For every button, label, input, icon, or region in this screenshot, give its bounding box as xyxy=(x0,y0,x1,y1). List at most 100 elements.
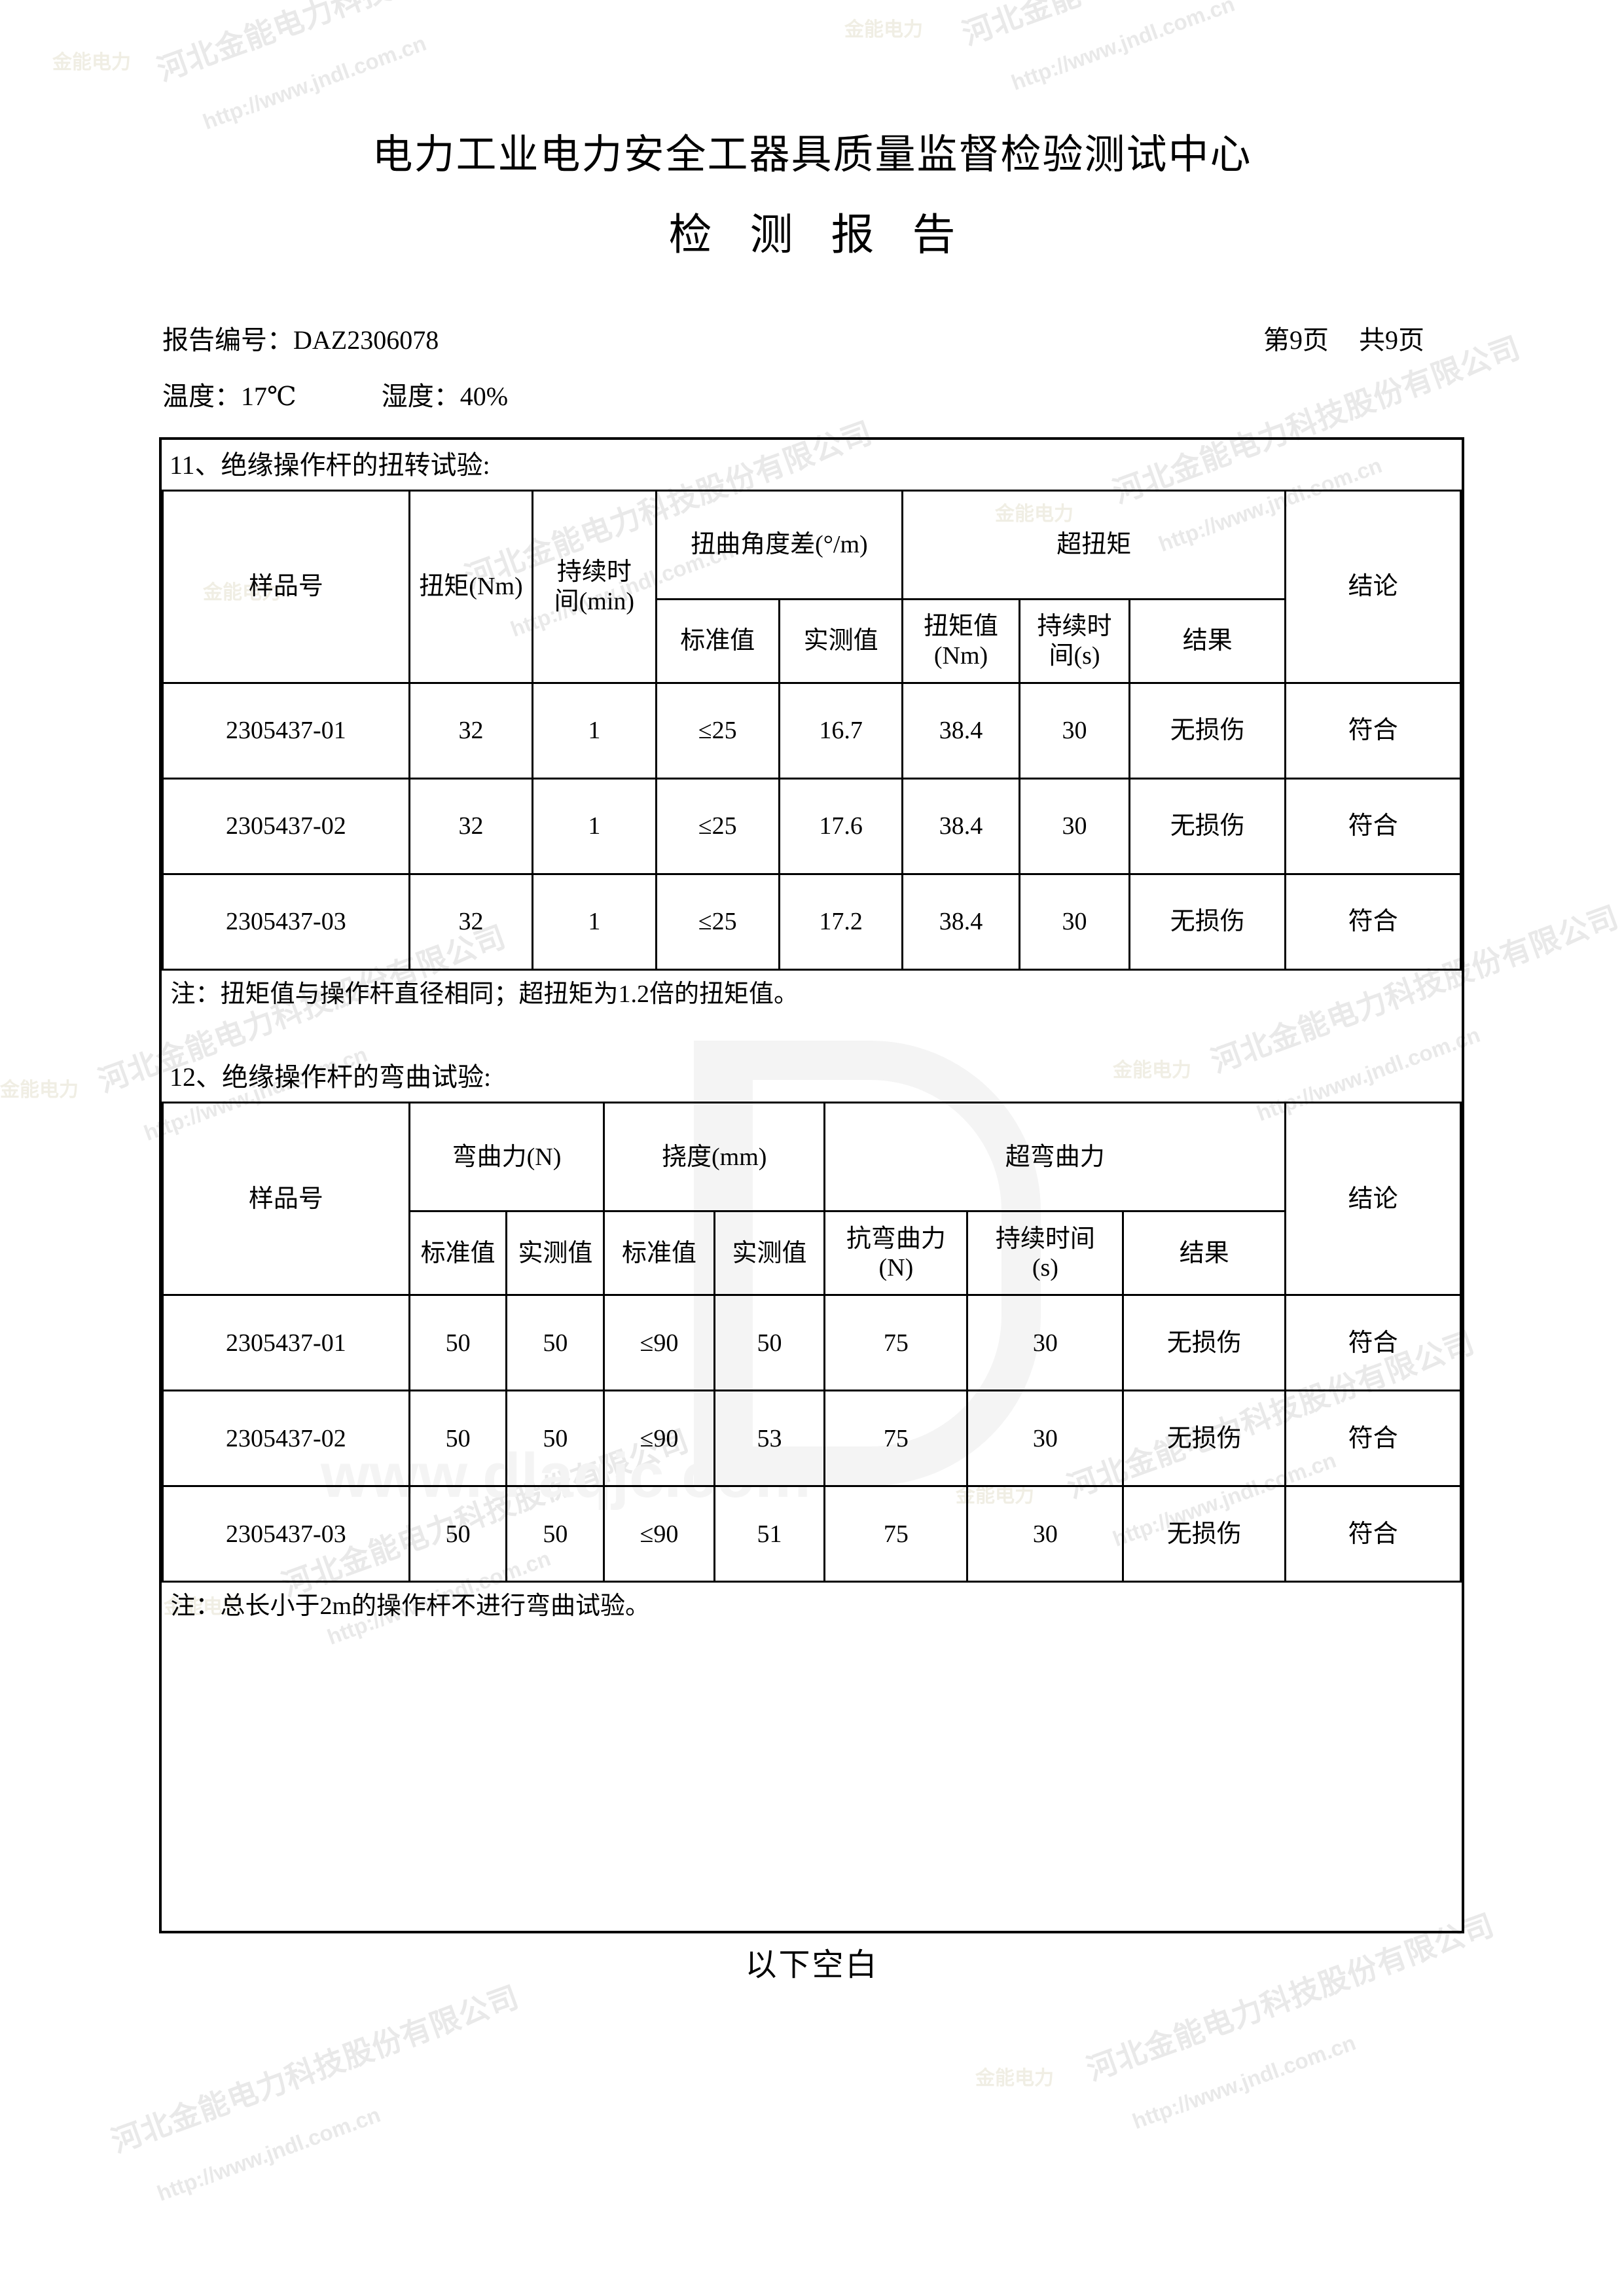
report-number: 报告编号：DAZ2306078 xyxy=(162,319,439,357)
page-title: 电力工业电力安全工器具质量监督检验测试中心 xyxy=(372,133,1252,177)
col-duration: 持续时 间(min) xyxy=(532,490,657,684)
cell-standard-value: ≤25 xyxy=(655,682,780,780)
cell-result: 无损伤 xyxy=(1122,1294,1287,1392)
cell-deflection-standard: ≤90 xyxy=(603,1390,715,1488)
cell-standard-value: ≤25 xyxy=(655,873,780,971)
table-row: 2305437-01 32 1 ≤25 16.7 38.4 30 无损伤 符合 xyxy=(162,682,1462,780)
cell-measured-value: 16.7 xyxy=(778,682,904,780)
humidity-value: 40% xyxy=(460,382,509,411)
humidity-label: 湿度： xyxy=(381,382,460,411)
section-11-table-wrap: 样品号 扭矩(Nm) 持续时 间(min) 扭曲角度差(°/m) 超扭矩 结论 标… xyxy=(162,490,1462,1016)
table-row: 2305437-03 50 50 ≤90 51 75 30 无损伤 符合 xyxy=(162,1485,1462,1583)
cell-result: 无损伤 xyxy=(1122,1485,1287,1583)
table-row: 2305437-01 50 50 ≤90 50 75 30 无损伤 符合 xyxy=(162,1294,1462,1392)
cell-torque: 32 xyxy=(408,873,534,971)
table-header-row: 样品号 弯曲力(N) 挠度(mm) 超弯曲力 结论 xyxy=(162,1102,1462,1297)
page-current: 第9页 xyxy=(1263,325,1329,355)
cell-anti-bend-force: 75 xyxy=(823,1390,969,1488)
cell-deflection-standard: ≤90 xyxy=(603,1485,715,1583)
cell-over-duration: 30 xyxy=(1018,682,1131,780)
cell-over-duration: 30 xyxy=(966,1485,1125,1583)
col-standard-value: 标准值 xyxy=(655,598,780,684)
cell-bend-standard: 50 xyxy=(408,1294,508,1392)
col-conclusion: 结论 xyxy=(1284,1102,1462,1297)
cell-result: 无损伤 xyxy=(1128,778,1287,875)
cell-result: 无损伤 xyxy=(1122,1390,1287,1488)
cell-conclusion: 符合 xyxy=(1284,778,1462,875)
cell-torque-value: 38.4 xyxy=(901,873,1020,971)
cell-torque: 32 xyxy=(408,682,534,780)
cell-over-duration: 30 xyxy=(966,1294,1125,1392)
col-over-torque-group: 超扭矩 xyxy=(901,490,1287,600)
cell-bend-measured: 50 xyxy=(505,1390,605,1488)
cell-deflection-standard: ≤90 xyxy=(603,1294,715,1392)
table-note-row: 注：总长小于2m的操作杆不进行弯曲试验。 xyxy=(162,1581,1461,1628)
cell-torque-value: 38.4 xyxy=(901,778,1020,875)
table-header-row: 样品号 扭矩(Nm) 持续时 间(min) 扭曲角度差(°/m) 超扭矩 结论 xyxy=(162,490,1462,684)
environment-conditions: 温度：17℃ 湿度：40% xyxy=(162,375,508,413)
section-11-title: 11、绝缘操作杆的扭转试验: xyxy=(170,450,490,480)
cell-deflection-measured: 50 xyxy=(713,1294,826,1392)
cell-result: 无损伤 xyxy=(1128,682,1287,780)
section-12-title: 12、绝缘操作杆的弯曲试验: xyxy=(170,1062,492,1092)
report-number-label: 报告编号： xyxy=(162,325,293,355)
cell-sample-no: 2305437-03 xyxy=(162,1485,410,1583)
table-subheader-row: 标准值 实测值 扭矩值 (Nm) 持续时 间(s) 结果 xyxy=(163,598,1461,684)
section-11-note: 注：扭矩值与操作杆直径相同；超扭矩为1.2倍的扭矩值。 xyxy=(162,969,1461,1016)
cell-over-duration: 30 xyxy=(1018,778,1131,875)
temperature-label: 温度： xyxy=(162,382,241,411)
cell-bend-standard: 50 xyxy=(408,1485,508,1583)
cell-conclusion: 符合 xyxy=(1284,682,1462,780)
torsion-test-table: 样品号 扭矩(Nm) 持续时 间(min) 扭曲角度差(°/m) 超扭矩 结论 标… xyxy=(162,490,1462,1016)
cell-sample-no: 2305437-03 xyxy=(162,873,410,971)
cell-torque: 32 xyxy=(408,778,534,875)
col-bend-force-group: 弯曲力(N) xyxy=(408,1102,605,1213)
cell-anti-bend-force: 75 xyxy=(823,1485,969,1583)
cell-conclusion: 符合 xyxy=(1284,1485,1462,1583)
col-torque-value: 扭矩值 (Nm) xyxy=(901,598,1020,684)
cell-duration: 1 xyxy=(532,873,657,971)
cell-measured-value: 17.6 xyxy=(778,778,904,875)
cell-standard-value: ≤25 xyxy=(655,778,780,875)
page-indicator: 第9页 共9页 xyxy=(1263,319,1424,357)
cell-over-duration: 30 xyxy=(1018,873,1131,971)
col-over-duration: 持续时间(s) xyxy=(966,1210,1125,1297)
temperature-value: 17℃ xyxy=(241,382,297,411)
col-deflection-standard: 标准值 xyxy=(603,1210,715,1297)
cell-sample-no: 2305437-01 xyxy=(162,1294,410,1392)
cell-sample-no: 2305437-01 xyxy=(162,682,410,780)
cell-bend-measured: 50 xyxy=(505,1485,605,1583)
cell-sample-no: 2305437-02 xyxy=(162,778,410,875)
col-sample-no: 样品号 xyxy=(162,1102,410,1297)
col-sample-no: 样品号 xyxy=(162,490,410,684)
cell-conclusion: 符合 xyxy=(1284,873,1462,971)
table-note-row: 注：扭矩值与操作杆直径相同；超扭矩为1.2倍的扭矩值。 xyxy=(162,969,1461,1016)
cell-over-duration: 30 xyxy=(966,1390,1125,1488)
cell-duration: 1 xyxy=(532,778,657,875)
col-over-bend-group: 超弯曲力 xyxy=(823,1102,1287,1213)
col-measured-value: 实测值 xyxy=(778,598,904,684)
col-torque: 扭矩(Nm) xyxy=(408,490,534,684)
col-result: 结果 xyxy=(1128,598,1287,684)
col-result: 结果 xyxy=(1122,1210,1287,1297)
col-bend-measured: 实测值 xyxy=(505,1210,605,1297)
col-over-duration: 持续时间(s) xyxy=(1018,598,1131,684)
cell-measured-value: 17.2 xyxy=(778,873,904,971)
cell-bend-measured: 50 xyxy=(505,1294,605,1392)
cell-anti-bend-force: 75 xyxy=(823,1294,969,1392)
section-12-note: 注：总长小于2m的操作杆不进行弯曲试验。 xyxy=(162,1581,1461,1628)
cell-result: 无损伤 xyxy=(1128,873,1287,971)
cell-duration: 1 xyxy=(532,682,657,780)
report-number-value: DAZ2306078 xyxy=(293,325,439,355)
col-anti-bend-force: 抗弯曲力 (N) xyxy=(823,1210,969,1297)
page-total: 共9页 xyxy=(1359,325,1424,355)
col-twist-angle-group: 扭曲角度差(°/m) xyxy=(655,490,904,600)
table-row: 2305437-03 32 1 ≤25 17.2 38.4 30 无损伤 符合 xyxy=(162,873,1462,971)
section-12-table-wrap: 样品号 弯曲力(N) 挠度(mm) 超弯曲力 结论 标准值 实测值 标准值 实测… xyxy=(162,1102,1462,1628)
bending-test-table: 样品号 弯曲力(N) 挠度(mm) 超弯曲力 结论 标准值 实测值 标准值 实测… xyxy=(162,1102,1462,1628)
cell-bend-standard: 50 xyxy=(408,1390,508,1488)
cell-deflection-measured: 51 xyxy=(713,1485,826,1583)
table-row: 2305437-02 50 50 ≤90 53 75 30 无损伤 符合 xyxy=(162,1390,1462,1488)
